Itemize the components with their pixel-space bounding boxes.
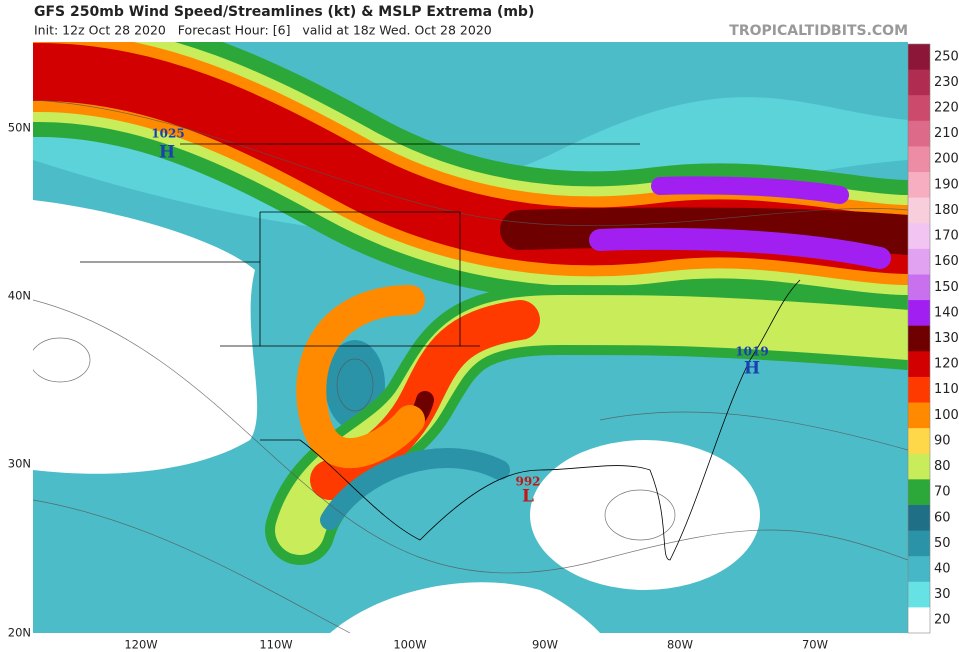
colorbar-label: 160 <box>934 254 959 269</box>
longitude-labels: 120W 110W 100W 90W 80W 70W <box>124 638 828 652</box>
colorbar-swatch <box>908 274 930 301</box>
colorbar-swatch <box>908 556 930 583</box>
colorbar-swatch <box>908 402 930 429</box>
colorbar-label: 80 <box>934 459 951 474</box>
colorbar-swatch <box>908 197 930 224</box>
colorbar-label: 250 <box>934 49 959 64</box>
colorbar-label: 220 <box>934 101 959 116</box>
latitude-label: 50N <box>8 121 31 135</box>
colorbar-label: 60 <box>934 510 951 525</box>
colorbar-swatch <box>908 223 930 250</box>
watermark: TROPICALTIDBITS.COM <box>729 23 908 39</box>
colorbar: 250 230 220 210 200 190 180 170 160 150 140 130 120 1… <box>907 43 959 634</box>
colorbar-label: 90 <box>934 433 951 448</box>
longitude-label: 80W <box>667 638 693 652</box>
colorbar-label: 30 <box>934 587 951 602</box>
colorbar-swatch <box>908 325 930 352</box>
longitude-label: 70W <box>802 638 828 652</box>
map <box>33 42 908 633</box>
colorbar-label: 130 <box>934 331 959 346</box>
colorbar-label: 110 <box>934 382 959 397</box>
colorbar-label: 40 <box>934 561 951 576</box>
colorbar-swatch <box>908 607 930 634</box>
colorbar-swatch <box>908 172 930 199</box>
colorbar-swatch <box>908 248 930 275</box>
colorbar-swatch <box>908 120 930 147</box>
colorbar-swatch <box>908 504 930 532</box>
subtitle: Init: 12z Oct 28 2020 Forecast Hour: [6]… <box>34 23 492 38</box>
title: GFS 250mb Wind Speed/Streamlines (kt) & … <box>34 4 534 20</box>
colorbar-label: 230 <box>934 75 959 90</box>
colorbar-label: 190 <box>934 177 959 192</box>
extrema-value: 1019 <box>735 345 768 359</box>
colorbar-swatch <box>908 428 930 455</box>
colorbar-frame <box>907 43 931 634</box>
colorbar-label: 50 <box>934 536 951 551</box>
colorbar-label: 120 <box>934 357 959 372</box>
longitude-label: 120W <box>124 638 157 652</box>
colorbar-swatch <box>908 69 930 96</box>
colorbar-swatch <box>908 581 930 608</box>
colorbar-label: 20 <box>934 613 951 628</box>
colorbar-label: 150 <box>934 280 959 295</box>
colorbar-label: 140 <box>934 305 959 320</box>
colorbar-swatch <box>908 351 930 378</box>
extrema-symbol: H <box>744 359 760 379</box>
colorbar-swatch <box>908 479 930 506</box>
colorbar-swatch <box>908 300 930 327</box>
extrema-value: 1025 <box>151 127 184 141</box>
colorbar-swatch <box>908 530 930 557</box>
colorbar-label: 70 <box>934 485 951 500</box>
longitude-label: 90W <box>532 638 558 652</box>
extrema-value: 992 <box>515 475 540 489</box>
latitude-label: 40N <box>8 289 31 303</box>
latitude-labels: 50N 40N 30N 20N <box>8 121 31 640</box>
latitude-label: 30N <box>8 457 31 471</box>
colorbar-label: 200 <box>934 152 959 167</box>
extrema-symbol: L <box>522 487 534 507</box>
colorbar-label: 180 <box>934 203 959 218</box>
colorbar-swatch <box>908 376 930 404</box>
extrema-symbol: H <box>159 143 175 163</box>
colorbar-label: 170 <box>934 229 959 244</box>
pressure-extrema: 1025 H 1019 H 992 L <box>151 127 768 507</box>
colorbar-swatch <box>908 95 930 122</box>
longitude-label: 110W <box>259 638 292 652</box>
latitude-label: 20N <box>8 626 31 640</box>
colorbar-swatch <box>908 44 930 71</box>
longitude-label: 100W <box>393 638 426 652</box>
colorbar-label: 100 <box>934 408 959 423</box>
colorbar-label: 210 <box>934 126 959 141</box>
colorbar-swatch <box>908 453 930 480</box>
colorbar-swatch <box>908 146 930 173</box>
